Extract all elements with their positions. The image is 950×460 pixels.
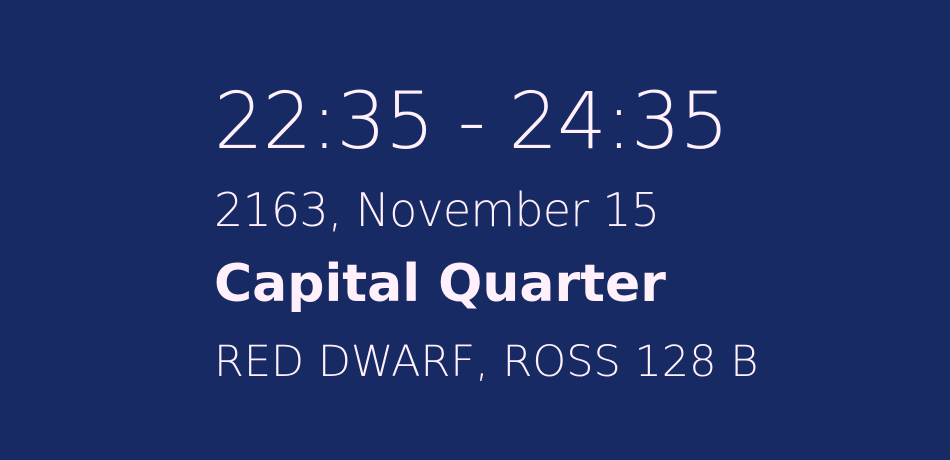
event-system: RED DWARF, ROSS 128 B (214, 337, 759, 387)
event-time-range: 22:35 - 24:35 (214, 77, 729, 167)
event-date: 2163, November 15 (214, 183, 660, 237)
event-location: Capital Quarter (214, 254, 666, 314)
